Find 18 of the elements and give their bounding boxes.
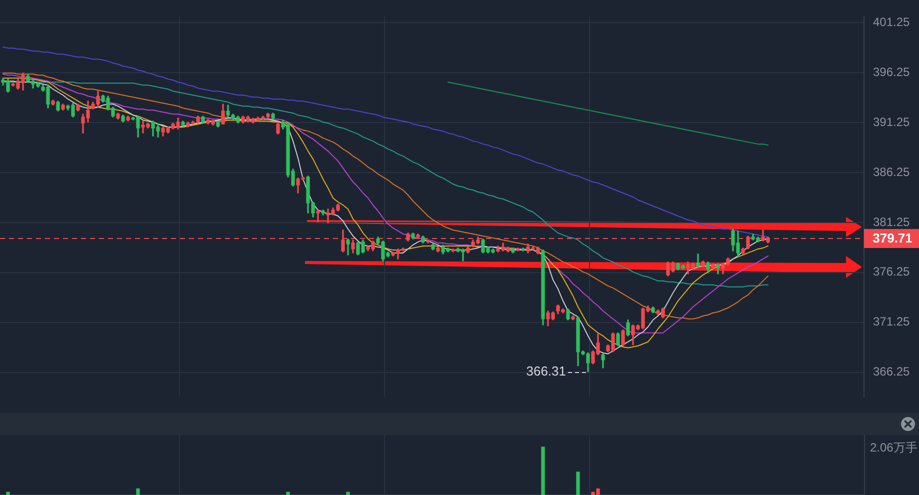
y-tick-label: 386.25: [873, 164, 910, 179]
bar: [286, 492, 290, 495]
bar: [136, 488, 140, 495]
y-tick-label: 376.25: [873, 264, 910, 279]
bar: [6, 492, 10, 495]
y-tick-label: 381.25: [873, 214, 910, 229]
candlestick: [316, 210, 320, 222]
y-tick-label: 366.25: [873, 364, 910, 379]
annotation: 366.31: [526, 364, 566, 379]
y-tick-label: 396.25: [873, 64, 910, 79]
bar: [541, 446, 545, 495]
text: 2.06万手: [870, 440, 918, 454]
ref-line-label: 379.71: [872, 230, 912, 246]
bar: [576, 472, 580, 495]
y-tick-label: 371.25: [873, 314, 910, 329]
y-tick-label: 391.25: [873, 114, 910, 129]
bar: [346, 492, 350, 495]
y-tick-label: 401.25: [873, 15, 910, 30]
